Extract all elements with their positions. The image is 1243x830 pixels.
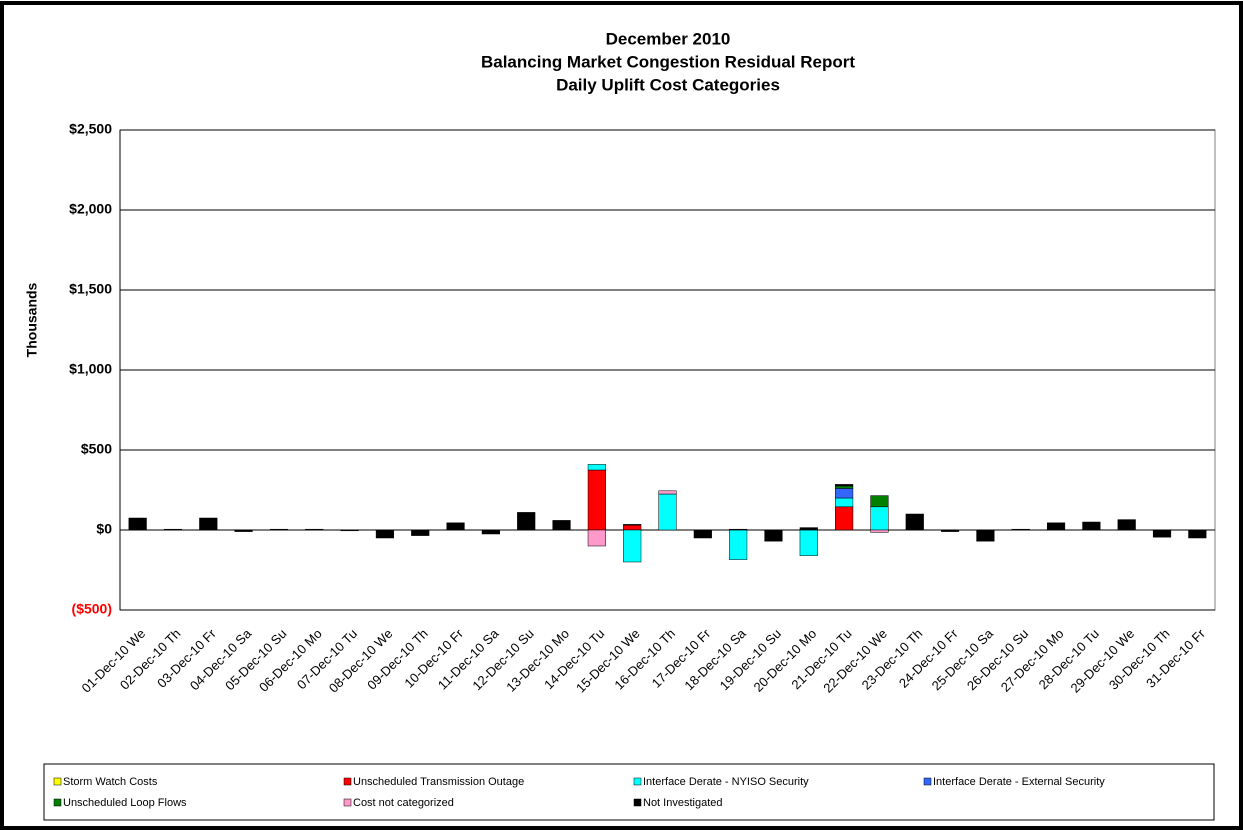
bar-segment bbox=[693, 529, 712, 539]
legend-swatch bbox=[343, 777, 352, 786]
bar-segment bbox=[517, 512, 536, 531]
chart-subtitle: Daily Uplift Cost Categories bbox=[556, 75, 780, 94]
legend-label: Interface Derate - External Security bbox=[933, 776, 1105, 788]
legend-swatch bbox=[633, 798, 642, 807]
bar-segment bbox=[835, 485, 854, 489]
legend-label: Interface Derate - NYISO Security bbox=[643, 776, 809, 788]
y-tick-label: $2,500 bbox=[69, 121, 112, 137]
bar-segment bbox=[623, 529, 642, 563]
bar-segment bbox=[764, 529, 783, 542]
bar-segment bbox=[658, 490, 677, 495]
legend-label: Storm Watch Costs bbox=[63, 776, 158, 788]
bar-segment bbox=[1117, 519, 1136, 531]
bar-segment bbox=[870, 506, 889, 531]
bar-segment bbox=[658, 493, 677, 531]
bar-segment bbox=[1046, 522, 1066, 531]
bar-segment bbox=[835, 488, 854, 499]
legend-swatch bbox=[53, 798, 62, 807]
legend-swatch bbox=[53, 777, 62, 786]
legend-label: Unscheduled Loop Flows bbox=[63, 797, 187, 809]
legend-swatch bbox=[923, 777, 932, 786]
bar-segment bbox=[976, 529, 995, 542]
chart-subtitle: Balancing Market Congestion Residual Rep… bbox=[481, 52, 855, 71]
bar-segment bbox=[199, 517, 218, 531]
legend bbox=[43, 763, 1215, 821]
legend-swatch bbox=[343, 798, 352, 807]
legend-label: Not Investigated bbox=[643, 797, 723, 809]
bar-segment bbox=[941, 529, 960, 532]
bar-segment bbox=[905, 513, 924, 531]
bar-segment bbox=[835, 506, 854, 531]
bar-segment bbox=[234, 529, 253, 532]
bar-segment bbox=[1152, 529, 1172, 538]
bar-segment bbox=[587, 464, 606, 471]
bar-segment bbox=[481, 529, 500, 535]
bar-segment bbox=[799, 529, 818, 556]
bar-segment bbox=[729, 529, 748, 560]
bar-segment bbox=[1082, 521, 1101, 531]
y-tick-label: $1,000 bbox=[69, 361, 112, 377]
bar-segment bbox=[128, 517, 147, 531]
bar-segment bbox=[446, 522, 465, 531]
legend-label: Cost not categorized bbox=[353, 797, 454, 809]
y-tick-label: $500 bbox=[81, 441, 112, 457]
bar-segment bbox=[305, 528, 324, 531]
bar-segment bbox=[163, 528, 183, 531]
bar-segment bbox=[799, 527, 818, 531]
bar-segment bbox=[1188, 529, 1207, 539]
y-axis-label: Thousands bbox=[24, 282, 40, 357]
y-tick-label: ($500) bbox=[72, 601, 112, 617]
bar-segment bbox=[411, 529, 430, 536]
bar-segment bbox=[870, 529, 889, 533]
bar-segment bbox=[623, 524, 642, 526]
bar-segment bbox=[340, 529, 359, 532]
bar-segment bbox=[269, 528, 289, 531]
bar-segment bbox=[835, 484, 854, 487]
bar-segment bbox=[587, 469, 606, 531]
legend-label: Unscheduled Transmission Outage bbox=[353, 776, 524, 788]
legend-swatch bbox=[633, 777, 642, 786]
bar-segment bbox=[623, 524, 642, 531]
bar-segment bbox=[870, 495, 889, 508]
bar-segment bbox=[587, 529, 606, 547]
chart-title: December 2010 bbox=[606, 29, 731, 48]
bar-segment bbox=[375, 529, 395, 539]
y-tick-label: $1,500 bbox=[69, 281, 112, 297]
bar-segment bbox=[835, 497, 854, 508]
bar-segment bbox=[1011, 528, 1030, 531]
y-tick-label: $0 bbox=[96, 521, 112, 537]
bar-segment bbox=[552, 520, 571, 531]
y-tick-label: $2,000 bbox=[69, 201, 112, 217]
bar-segment bbox=[729, 528, 748, 531]
